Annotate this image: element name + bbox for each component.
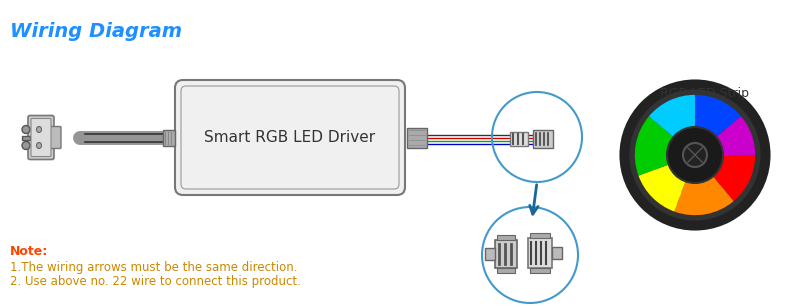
Text: Wiring Diagram: Wiring Diagram [10,22,182,41]
Bar [530,268,550,273]
Text: 2. Use above no. 22 wire to connect this product.: 2. Use above no. 22 wire to connect this… [10,275,301,288]
Circle shape [22,142,30,150]
Bar [510,132,528,146]
Text: Smart RGB LED Driver: Smart RGB LED Driver [204,130,376,145]
FancyBboxPatch shape [31,119,51,157]
Bar [407,127,427,147]
Text: RGB LED Strip: RGB LED Strip [660,87,749,100]
Bar [495,240,517,268]
FancyArrowPatch shape [530,185,538,214]
Bar [530,233,550,238]
Bar [22,135,30,139]
Text: Note:: Note: [10,245,48,258]
Circle shape [625,85,765,225]
FancyBboxPatch shape [175,80,405,195]
Bar [497,268,515,273]
Text: 1.The wiring arrows must be the same direction.: 1.The wiring arrows must be the same dir… [10,261,298,274]
Ellipse shape [37,126,41,133]
FancyBboxPatch shape [28,115,54,160]
Circle shape [683,143,707,167]
FancyBboxPatch shape [49,126,61,149]
Circle shape [22,126,30,134]
Bar [497,235,515,240]
Bar [163,130,175,146]
Circle shape [667,127,723,183]
Bar [528,238,552,268]
Bar [552,247,562,259]
Ellipse shape [37,142,41,149]
Bar [485,248,495,260]
Bar [533,130,553,148]
